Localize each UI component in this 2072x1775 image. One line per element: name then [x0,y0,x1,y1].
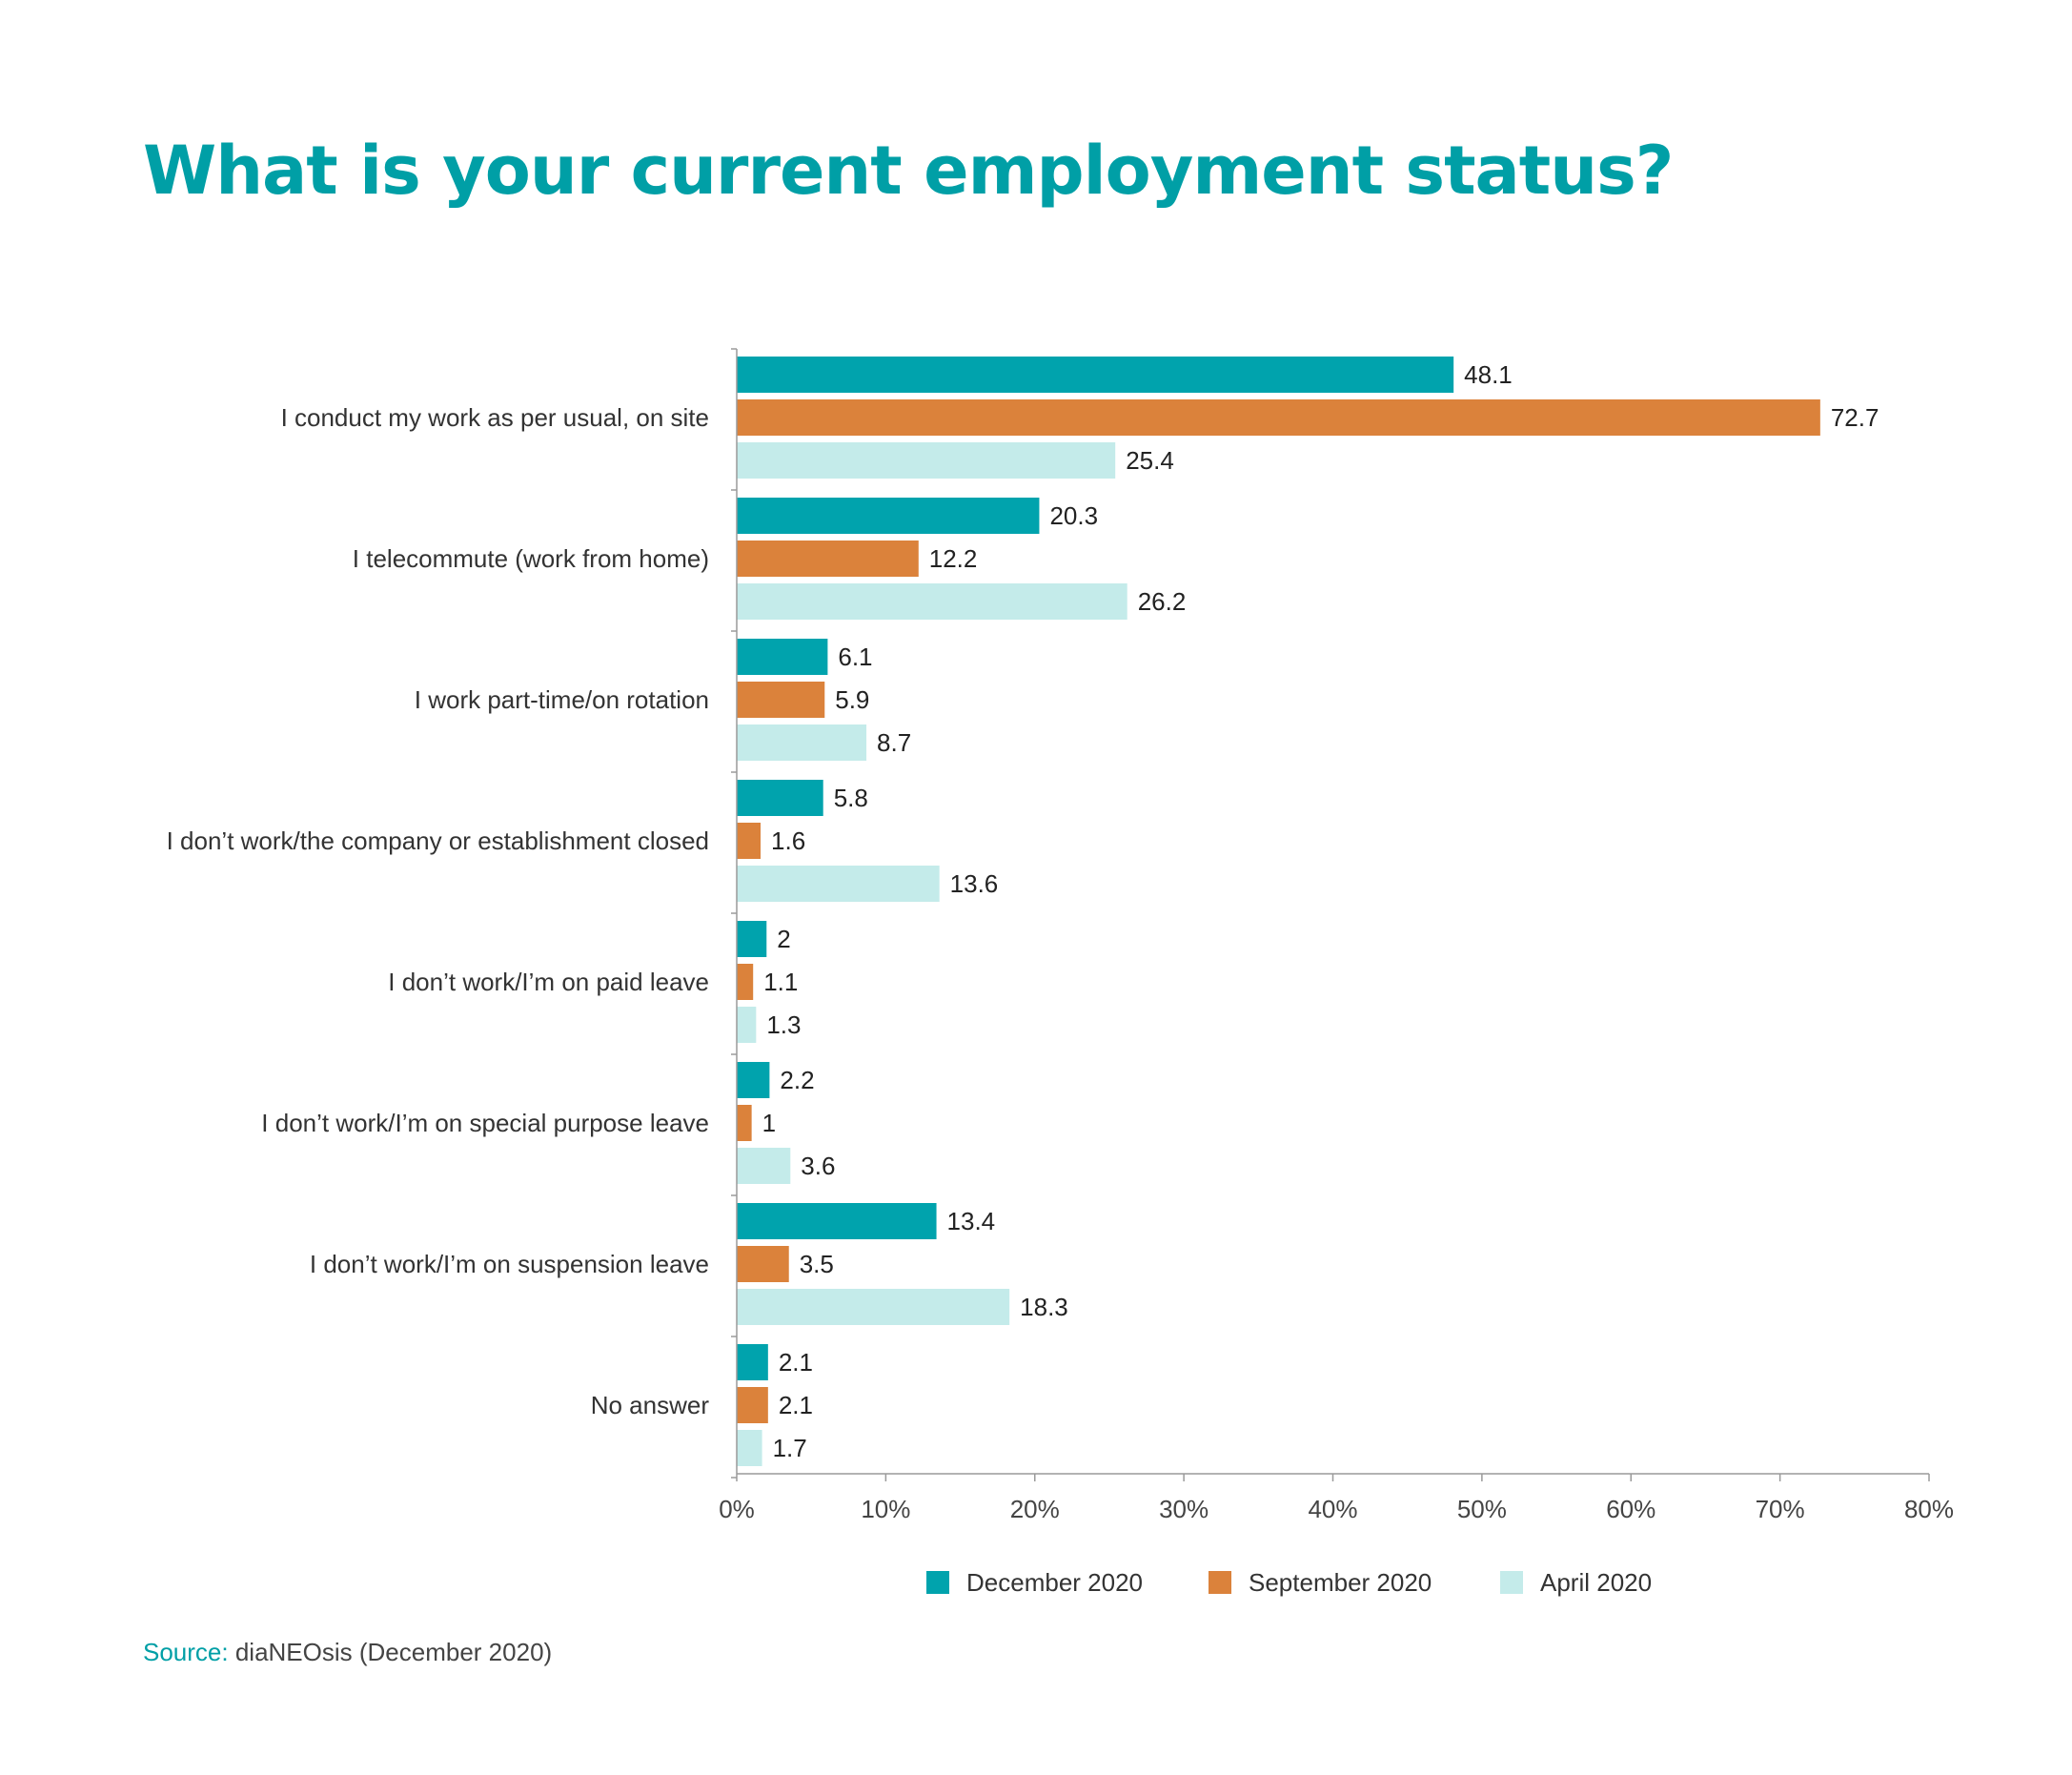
bar [737,1203,937,1239]
bar [737,921,767,957]
data-label: 1.1 [763,968,798,996]
bar [737,1148,791,1184]
axis-layer: 0% 10% 20% 30% 40% 50% 60% 70% 80% [719,348,1954,1523]
bar [737,1105,752,1141]
bar [737,399,1820,436]
source-text: diaNEOsis (December 2020) [228,1638,553,1666]
data-label: 2.2 [780,1066,814,1094]
category-label: I conduct my work as per usual, on site [281,403,709,432]
data-label: 13.6 [950,869,999,898]
data-label: 5.8 [834,784,868,812]
data-label: 2.1 [779,1391,813,1419]
bar [737,724,867,761]
data-label: 1 [762,1109,776,1137]
category-label: I don’t work/I’m on paid leave [388,968,709,996]
data-label: 12.2 [929,544,978,573]
legend-swatch [1500,1571,1523,1594]
x-tick-label: 40% [1308,1495,1357,1523]
data-label: 13.4 [947,1207,996,1235]
bar [737,1289,1010,1325]
x-tick-label: 60% [1606,1495,1656,1523]
bar [737,1430,762,1466]
category-label: I telecommute (work from home) [353,544,709,573]
bar [737,442,1116,479]
bar [737,583,1127,620]
category-label: I don’t work/I’m on special purpose leav… [261,1109,709,1137]
bar [737,541,919,577]
data-label: 3.6 [801,1152,835,1180]
legend: December 2020 September 2020 April 2020 [926,1568,1652,1597]
x-tick-label: 10% [861,1495,910,1523]
bar [737,1387,768,1423]
data-label: 48.1 [1464,360,1513,389]
data-label: 18.3 [1020,1293,1068,1321]
data-label: 26.2 [1138,587,1187,616]
data-label: 25.4 [1126,446,1174,475]
data-label: 2.1 [779,1348,813,1377]
bar [737,866,940,902]
bar [737,1246,789,1282]
category-label: I don’t work/the company or establishmen… [167,826,709,855]
x-tick-label: 20% [1010,1495,1060,1523]
source-prefix: Source: [143,1638,229,1666]
bar [737,1007,757,1043]
bar [737,1062,770,1098]
data-label: 6.1 [838,643,872,671]
bar [737,682,825,718]
data-label: 1.6 [771,826,805,855]
bars-layer: 48.1 72.7 25.4 I conduct my work as per usu… [167,357,1879,1466]
x-tick-label: 50% [1457,1495,1507,1523]
data-label: 72.7 [1831,403,1879,432]
category-label: I work part-time/on rotation [415,685,709,714]
source-note: Source: diaNEOsis (December 2020) [143,1638,552,1667]
x-tick-label: 0% [719,1495,755,1523]
data-label: 8.7 [877,728,911,757]
bar [737,639,828,675]
data-label: 20.3 [1049,501,1098,530]
legend-swatch [1209,1571,1231,1594]
legend-label: December 2020 [966,1568,1143,1597]
legend-swatch [926,1571,949,1594]
data-label: 1.7 [773,1434,807,1462]
x-tick-label: 30% [1159,1495,1209,1523]
data-label: 5.9 [835,685,869,714]
category-label: No answer [591,1391,710,1419]
x-tick-label: 80% [1904,1495,1954,1523]
x-tick-label: 70% [1756,1495,1805,1523]
data-label: 3.5 [800,1250,834,1278]
bar [737,357,1454,393]
data-label: 2 [777,925,790,953]
legend-label: September 2020 [1249,1568,1432,1597]
bar [737,823,762,859]
chart-title: What is your current employment status? [143,132,1674,210]
bar [737,1344,768,1380]
category-label: I don’t work/I’m on suspension leave [310,1250,709,1278]
bar [737,498,1040,534]
legend-label: April 2020 [1540,1568,1652,1597]
data-label: 1.3 [766,1010,801,1039]
bar [737,964,754,1000]
bar [737,780,823,816]
